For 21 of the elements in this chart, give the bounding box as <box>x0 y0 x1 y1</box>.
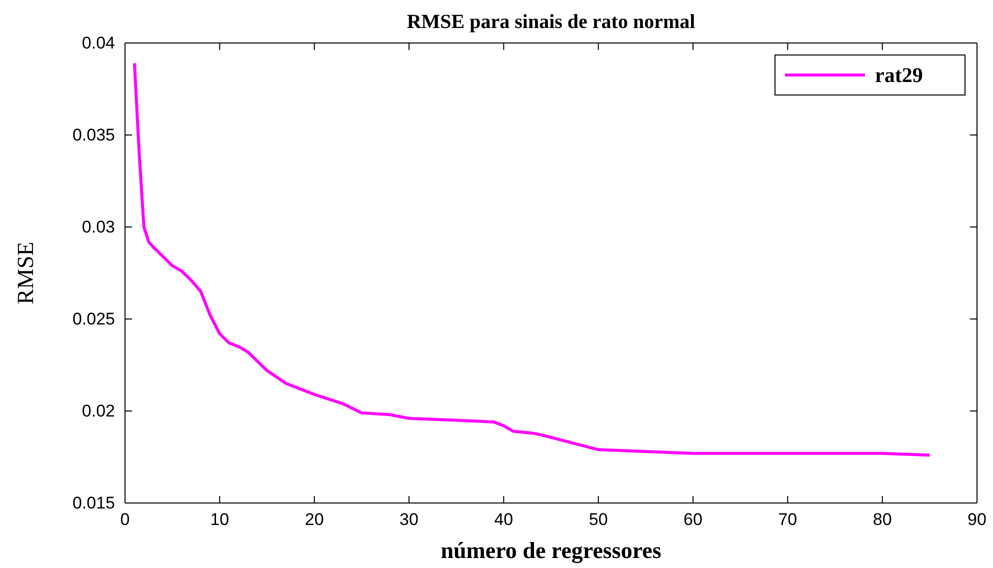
line-series <box>132 62 932 457</box>
chart-title: RMSE para sinais de rato normal <box>406 11 696 33</box>
y-tick-label: 0.03 <box>82 217 115 236</box>
y-tick-label: 0.02 <box>82 401 115 420</box>
legend-label: rat29 <box>875 63 923 87</box>
x-tick-label: 20 <box>304 510 324 530</box>
x-tick-label: 30 <box>400 510 418 530</box>
x-tick-label: 10 <box>210 510 230 530</box>
y-tick-label: 0.025 <box>72 309 115 328</box>
x-tick-label: 40 <box>494 510 514 530</box>
y-tick-label: 0.04 <box>82 33 115 52</box>
y-axis-title: RMSE <box>13 242 38 304</box>
x-axis-title: número de regressores <box>440 538 662 564</box>
x-tick-label: 80 <box>872 510 892 530</box>
x-tick-label: 70 <box>778 510 798 530</box>
x-tick-label: 0 <box>120 510 130 530</box>
y-tick-label: 0.015 <box>72 493 115 512</box>
x-tick-label: 90 <box>968 510 986 530</box>
y-tick-label: 0.035 <box>72 125 115 144</box>
x-tick-label: 60 <box>684 510 702 530</box>
x-tick-label: 50 <box>588 510 608 530</box>
